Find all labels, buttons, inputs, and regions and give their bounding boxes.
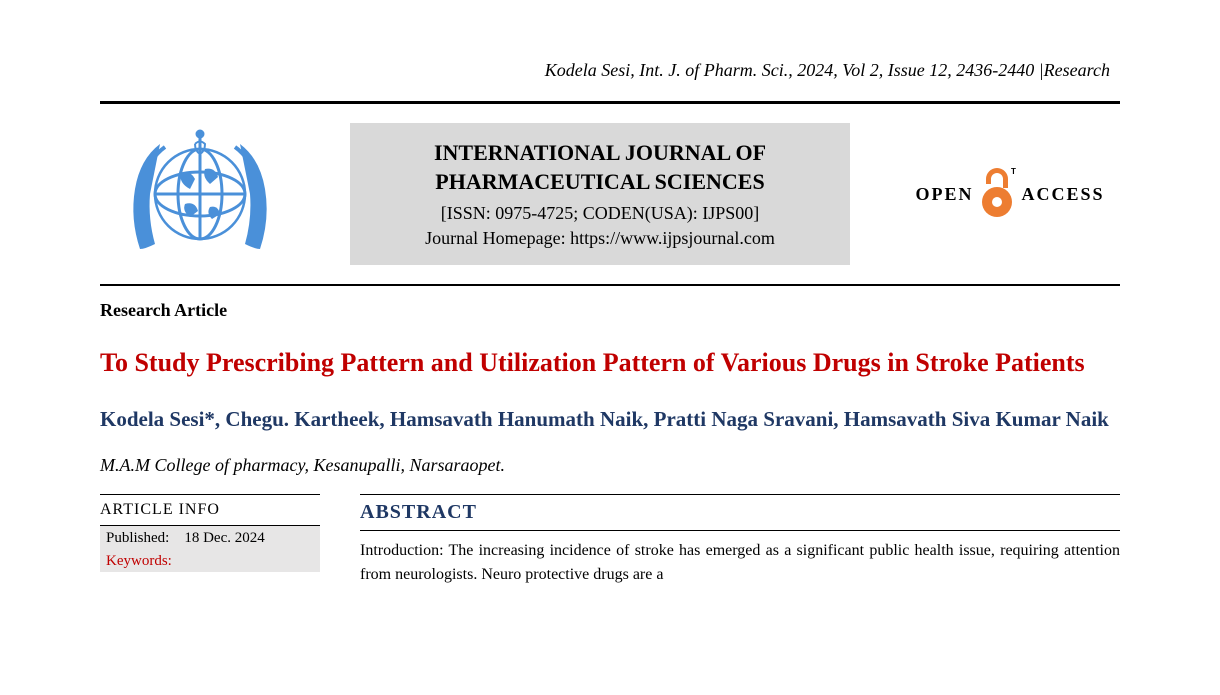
journal-logo — [100, 114, 300, 274]
published-row: Published: 18 Dec. 2024 — [100, 526, 320, 551]
abstract-text: Introduction: The increasing incidence o… — [360, 539, 1120, 587]
abstract-header: ABSTRACT — [360, 495, 1120, 531]
journal-title-line2: PHARMACEUTICAL SCIENCES — [374, 168, 826, 197]
open-access-left: OPEN — [915, 184, 973, 205]
authors-list: Kodela Sesi*, Chegu. Kartheek, Hamsavath… — [100, 405, 1120, 434]
journal-info-box: INTERNATIONAL JOURNAL OF PHARMACEUTICAL … — [350, 123, 850, 264]
article-info-panel: ARTICLE INFO Published: 18 Dec. 2024 Key… — [100, 494, 320, 587]
journal-title-line1: INTERNATIONAL JOURNAL OF — [374, 139, 826, 168]
journal-header: INTERNATIONAL JOURNAL OF PHARMACEUTICAL … — [100, 101, 1120, 286]
article-title: To Study Prescribing Pattern and Utiliza… — [100, 345, 1120, 381]
open-access-badge: OPEN TM ACCESS — [900, 164, 1120, 225]
un-style-logo-icon — [110, 119, 290, 269]
citation-line: Kodela Sesi, Int. J. of Pharm. Sci., 202… — [100, 60, 1120, 81]
journal-issn: [ISSN: 0975-4725; CODEN(USA): IJPS00] — [374, 203, 826, 224]
keywords-label: Keywords: — [100, 551, 320, 572]
article-info-header: ARTICLE INFO — [100, 495, 320, 526]
published-label: Published: — [106, 530, 169, 546]
svg-text:TM: TM — [1011, 167, 1017, 176]
open-access-right: ACCESS — [1021, 184, 1104, 205]
published-date: 18 Dec. 2024 — [184, 530, 264, 546]
affiliation: M.A.M College of pharmacy, Kesanupalli, … — [100, 455, 1120, 476]
abstract-panel: ABSTRACT Introduction: The increasing in… — [360, 494, 1120, 587]
open-access-icon: TM — [977, 164, 1017, 225]
journal-homepage: Journal Homepage: https://www.ijpsjourna… — [374, 228, 826, 249]
bottom-section: ARTICLE INFO Published: 18 Dec. 2024 Key… — [100, 494, 1120, 587]
article-type: Research Article — [100, 300, 1120, 321]
